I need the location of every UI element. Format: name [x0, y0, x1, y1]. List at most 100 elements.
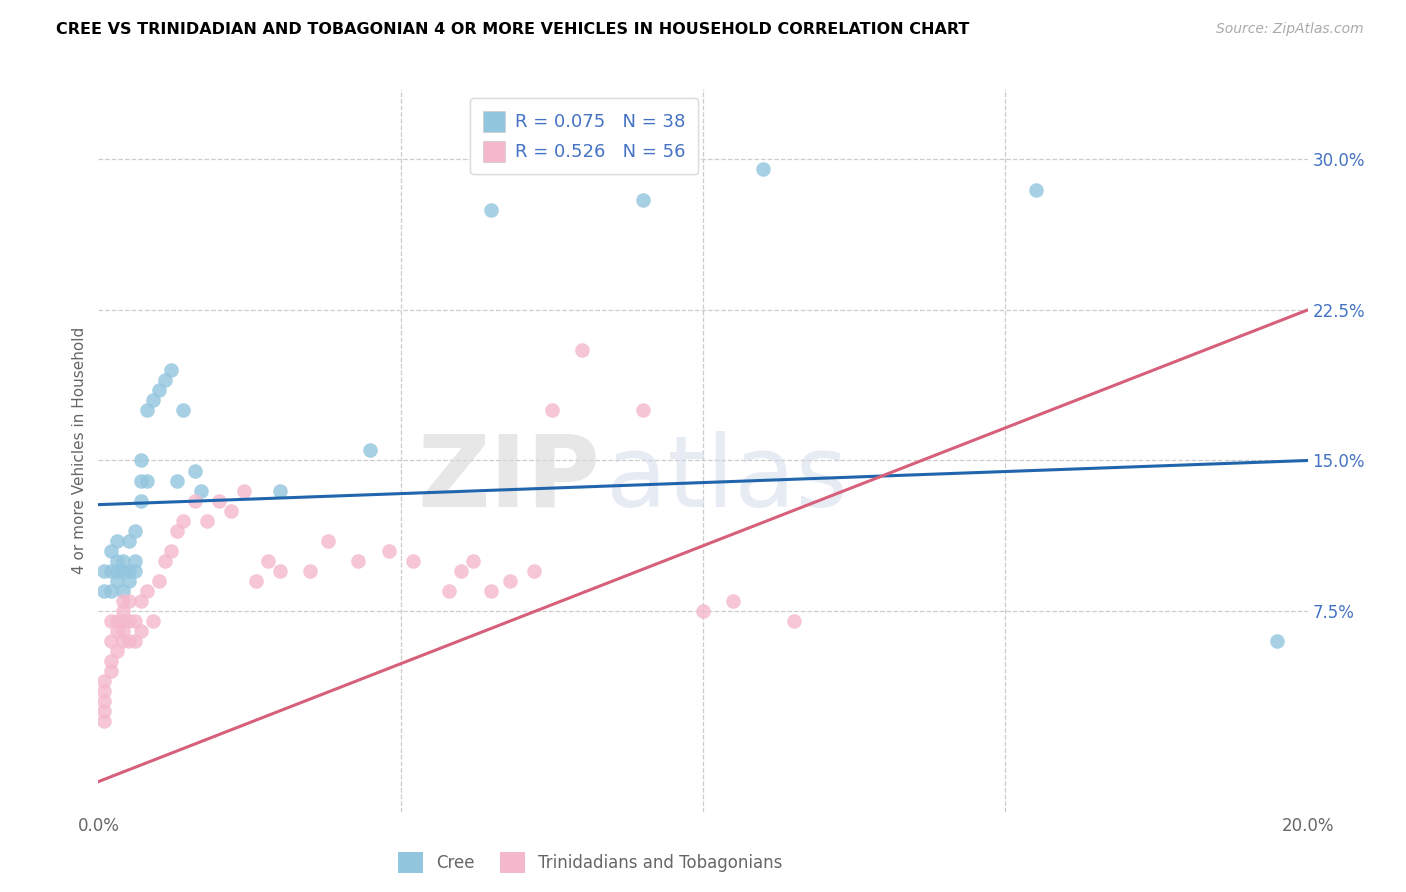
Point	[100, 544, 122, 558]
Point	[184, 493, 207, 508]
Point	[124, 614, 146, 628]
Point	[105, 644, 128, 658]
Point	[481, 202, 503, 217]
Y-axis label: 4 or more Vehicles in Household: 4 or more Vehicles in Household	[72, 326, 87, 574]
Point	[124, 554, 146, 568]
Point	[111, 614, 134, 628]
Point	[111, 624, 134, 639]
Legend: R = 0.075   N = 38, R = 0.526   N = 56: R = 0.075 N = 38, R = 0.526 N = 56	[470, 98, 699, 174]
Point	[523, 564, 546, 578]
Point	[105, 564, 128, 578]
Point	[93, 684, 115, 698]
Point	[105, 554, 128, 568]
Point	[105, 614, 128, 628]
Point	[111, 634, 134, 648]
Text: atlas: atlas	[606, 431, 848, 528]
Point	[571, 343, 593, 358]
Point	[723, 594, 745, 608]
Point	[100, 564, 122, 578]
Point	[347, 554, 370, 568]
Point	[1267, 634, 1289, 648]
Point	[783, 614, 806, 628]
Point	[100, 584, 122, 599]
Point	[153, 373, 176, 387]
Point	[124, 524, 146, 538]
Point	[208, 493, 231, 508]
Point	[232, 483, 254, 498]
Point	[100, 664, 122, 679]
Point	[129, 453, 152, 467]
Point	[118, 594, 141, 608]
Point	[111, 594, 134, 608]
Point	[153, 554, 176, 568]
Point	[402, 554, 425, 568]
Point	[299, 564, 322, 578]
Point	[195, 514, 218, 528]
Point	[269, 483, 291, 498]
Text: ZIP: ZIP	[418, 431, 600, 528]
Point	[93, 694, 115, 708]
Point	[1024, 183, 1046, 197]
Point	[360, 443, 382, 458]
Point	[105, 533, 128, 548]
Point	[111, 584, 134, 599]
Point	[142, 393, 165, 408]
Text: Source: ZipAtlas.com: Source: ZipAtlas.com	[1216, 22, 1364, 37]
Point	[148, 384, 170, 398]
Point	[129, 594, 152, 608]
Point	[463, 554, 485, 568]
Point	[166, 524, 188, 538]
Point	[692, 604, 714, 618]
Point	[752, 162, 775, 177]
Point	[105, 574, 128, 588]
Point	[135, 584, 157, 599]
Point	[129, 624, 152, 639]
Point	[93, 705, 115, 719]
Legend: Cree, Trinidadians and Tobagonians: Cree, Trinidadians and Tobagonians	[392, 846, 789, 880]
Point	[129, 474, 152, 488]
Point	[437, 584, 460, 599]
Point	[245, 574, 267, 588]
Point	[100, 614, 122, 628]
Point	[118, 634, 141, 648]
Point	[450, 564, 472, 578]
Point	[135, 474, 157, 488]
Point	[377, 544, 399, 558]
Point	[100, 634, 122, 648]
Point	[124, 634, 146, 648]
Point	[184, 464, 207, 478]
Point	[190, 483, 212, 498]
Point	[172, 403, 194, 417]
Point	[142, 614, 165, 628]
Point	[93, 674, 115, 689]
Point	[148, 574, 170, 588]
Point	[105, 624, 128, 639]
Point	[100, 654, 122, 668]
Point	[111, 554, 134, 568]
Text: CREE VS TRINIDADIAN AND TOBAGONIAN 4 OR MORE VEHICLES IN HOUSEHOLD CORRELATION C: CREE VS TRINIDADIAN AND TOBAGONIAN 4 OR …	[56, 22, 970, 37]
Point	[118, 564, 141, 578]
Point	[160, 544, 183, 558]
Point	[631, 403, 654, 417]
Point	[269, 564, 291, 578]
Point	[111, 604, 134, 618]
Point	[256, 554, 278, 568]
Point	[129, 493, 152, 508]
Point	[481, 584, 503, 599]
Point	[93, 714, 115, 729]
Point	[135, 403, 157, 417]
Point	[118, 533, 141, 548]
Point	[93, 584, 115, 599]
Point	[498, 574, 520, 588]
Point	[631, 193, 654, 207]
Point	[540, 403, 562, 417]
Point	[172, 514, 194, 528]
Point	[124, 564, 146, 578]
Point	[166, 474, 188, 488]
Point	[221, 503, 243, 517]
Point	[160, 363, 183, 377]
Point	[118, 574, 141, 588]
Point	[118, 614, 141, 628]
Point	[316, 533, 339, 548]
Point	[111, 564, 134, 578]
